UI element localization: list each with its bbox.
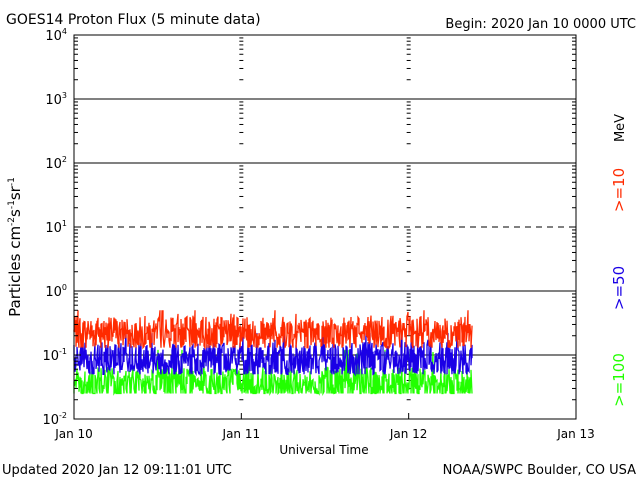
x-tick-label: Jan 13 [556, 427, 595, 441]
y-axis-label: Particles cm-2s-1sr-1 [6, 177, 24, 317]
credit-line: NOAA/SWPC Boulder, CO USA [443, 463, 636, 478]
series-layer [73, 310, 473, 397]
begin-date: Begin: 2020 Jan 10 0000 UTC [445, 17, 636, 32]
y-tick-exp: 1 [62, 219, 67, 228]
x-tick-label: Jan 11 [222, 427, 261, 441]
chart-title: GOES14 Proton Flux (5 minute data) [6, 12, 261, 28]
y-tick-label: 104 [45, 27, 67, 44]
y-tick-exp: 0 [62, 283, 67, 292]
y-tick-base: 10 [45, 29, 62, 44]
y-tick-label: 102 [45, 155, 67, 172]
y-label-exp2: -1 [7, 200, 17, 209]
y-tick-label: 101 [45, 219, 67, 236]
y-tick-label: 100 [45, 283, 67, 300]
legend-series-50mev: >=50 [610, 266, 628, 310]
y-tick-base: 10 [45, 157, 62, 172]
y-label-exp1: -2 [7, 217, 17, 226]
legend-unit: MeV [613, 114, 628, 142]
y-tick-base: 10 [42, 349, 59, 364]
y-tick-label: 10-2 [42, 411, 67, 428]
series-line-100mev [73, 349, 473, 397]
series-line-10mev [73, 310, 473, 350]
y-tick-label: 10-1 [42, 347, 67, 364]
y-tick-base: 10 [45, 221, 62, 236]
plot-frame [73, 34, 577, 420]
x-axis-label: Universal Time [279, 443, 368, 457]
x-tick-label: Jan 10 [54, 427, 93, 441]
y-tick-exp: 3 [62, 91, 67, 100]
y-tick-label: 103 [45, 91, 67, 108]
y-label-mid1: s [6, 209, 24, 217]
y-tick-exp: 2 [62, 155, 67, 164]
y-tick-base: 10 [45, 93, 62, 108]
updated-timestamp: Updated 2020 Jan 12 09:11:01 UTC [2, 463, 232, 478]
x-tick-label: Jan 12 [389, 427, 428, 441]
y-tick-exp: -1 [59, 347, 67, 356]
y-label-base: Particles cm [6, 226, 24, 317]
y-label-exp3: -1 [7, 177, 17, 186]
y-tick-base: 10 [42, 413, 59, 428]
y-tick-exp: 4 [62, 27, 67, 36]
y-label-mid2: sr [6, 185, 24, 200]
y-tick-base: 10 [45, 285, 62, 300]
legend-series-100mev: >=100 [610, 353, 628, 407]
y-tick-exp: -2 [59, 411, 67, 420]
x-tick-labels: Jan 10 Jan 11 Jan 12 Jan 13 [54, 427, 595, 441]
legend-series-10mev: >=10 [610, 168, 628, 212]
